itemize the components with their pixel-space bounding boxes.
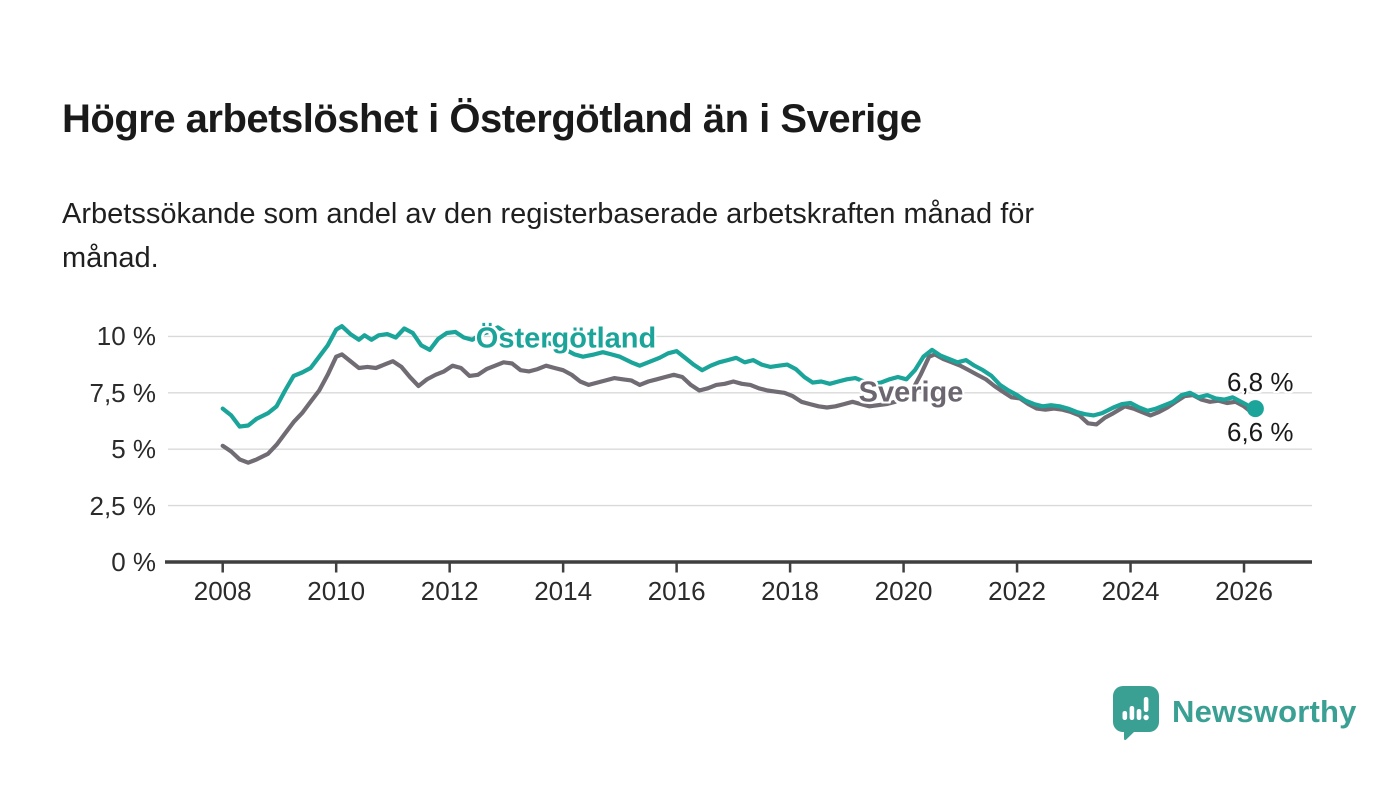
x-axis-label: 2020 [874, 576, 933, 606]
newsworthy-logo-icon [1113, 685, 1159, 740]
y-axis-label: 2,5 % [89, 490, 157, 521]
x-axis-label: 2022 [988, 576, 1046, 606]
end-value-label-ostergotland: 6,8 % [1227, 367, 1294, 397]
end-value-label-sverige: 6,6 % [1227, 417, 1294, 447]
y-axis-label: 7,5 % [89, 377, 157, 408]
series-end-dot [1246, 400, 1264, 418]
exclamation-dot-icon [1143, 714, 1149, 720]
exclamation-bar-icon [1143, 696, 1149, 712]
y-axis-label: 5 % [111, 434, 156, 465]
series-line-sverige [220, 352, 1258, 465]
x-axis-label: 2024 [1101, 576, 1160, 606]
speech-bubble-shape [1113, 685, 1159, 740]
series-label-ostergotland: Östergötland [475, 322, 657, 355]
brand-wordmark: Newsworthy [1172, 694, 1357, 729]
x-axis-label: 2008 [193, 576, 252, 606]
y-axis-label: 10 % [96, 321, 156, 352]
x-axis-label: 2010 [307, 576, 366, 606]
series-line-östergötland [220, 324, 1258, 429]
y-axis-label: 0 % [111, 547, 156, 577]
chart-subtitle: Arbetssökande som andel av den registerb… [62, 198, 1035, 274]
x-axis-label: 2026 [1215, 576, 1273, 606]
x-axis-label: 2016 [647, 576, 706, 606]
page-title: Högre arbetslöshet i Östergötland än i S… [62, 96, 922, 141]
bar-icon-medium [1129, 705, 1135, 720]
x-axis-label: 2014 [534, 576, 593, 606]
x-axis-label: 2012 [420, 576, 479, 606]
bar-icon-small [1122, 710, 1128, 720]
series-label-sverige: Sverige [858, 376, 964, 409]
x-axis-label: 2018 [761, 576, 820, 606]
bar-icon-large [1136, 708, 1142, 720]
newsworthy-logo: Newsworthy [1112, 684, 1357, 740]
